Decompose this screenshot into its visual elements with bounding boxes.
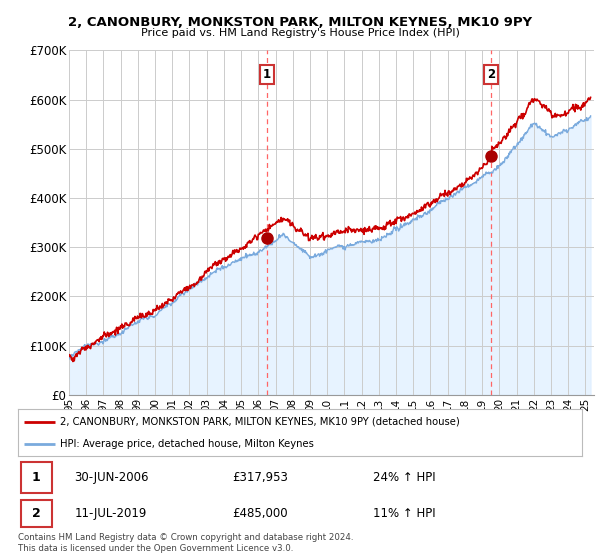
Text: 11% ↑ HPI: 11% ↑ HPI — [373, 507, 436, 520]
Text: 1: 1 — [263, 68, 271, 81]
Text: 2: 2 — [487, 68, 496, 81]
Text: 2: 2 — [32, 507, 41, 520]
Text: 11-JUL-2019: 11-JUL-2019 — [74, 507, 147, 520]
Text: 2, CANONBURY, MONKSTON PARK, MILTON KEYNES, MK10 9PY: 2, CANONBURY, MONKSTON PARK, MILTON KEYN… — [68, 16, 532, 29]
FancyBboxPatch shape — [21, 500, 52, 526]
Text: Price paid vs. HM Land Registry's House Price Index (HPI): Price paid vs. HM Land Registry's House … — [140, 28, 460, 38]
Text: 30-JUN-2006: 30-JUN-2006 — [74, 471, 149, 484]
Text: £485,000: £485,000 — [232, 507, 288, 520]
Text: HPI: Average price, detached house, Milton Keynes: HPI: Average price, detached house, Milt… — [60, 438, 314, 449]
Text: Contains HM Land Registry data © Crown copyright and database right 2024.
This d: Contains HM Land Registry data © Crown c… — [18, 533, 353, 553]
Text: 2, CANONBURY, MONKSTON PARK, MILTON KEYNES, MK10 9PY (detached house): 2, CANONBURY, MONKSTON PARK, MILTON KEYN… — [60, 417, 460, 427]
FancyBboxPatch shape — [21, 462, 52, 493]
Text: £317,953: £317,953 — [232, 471, 288, 484]
Text: 1: 1 — [32, 471, 41, 484]
Text: 24% ↑ HPI: 24% ↑ HPI — [373, 471, 436, 484]
